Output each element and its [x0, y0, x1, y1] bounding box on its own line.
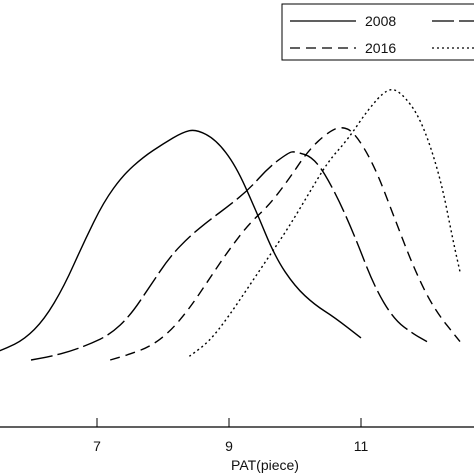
legend-box [281, 3, 474, 61]
series-line-dash [110, 127, 461, 361]
x-tick-label: 11 [354, 438, 369, 454]
series-group [0, 88, 461, 361]
x-axis-title: PAT(piece) [231, 457, 299, 473]
series-line-solid [0, 129, 362, 352]
legend-label-2008: 2008 [365, 13, 396, 29]
series-line-long-dash [30, 151, 428, 361]
legend-label-2016: 2016 [365, 40, 396, 56]
x-tick-label: 9 [225, 438, 233, 454]
legend: 2008 2016 [281, 3, 474, 61]
x-tick-label: 7 [93, 438, 101, 454]
